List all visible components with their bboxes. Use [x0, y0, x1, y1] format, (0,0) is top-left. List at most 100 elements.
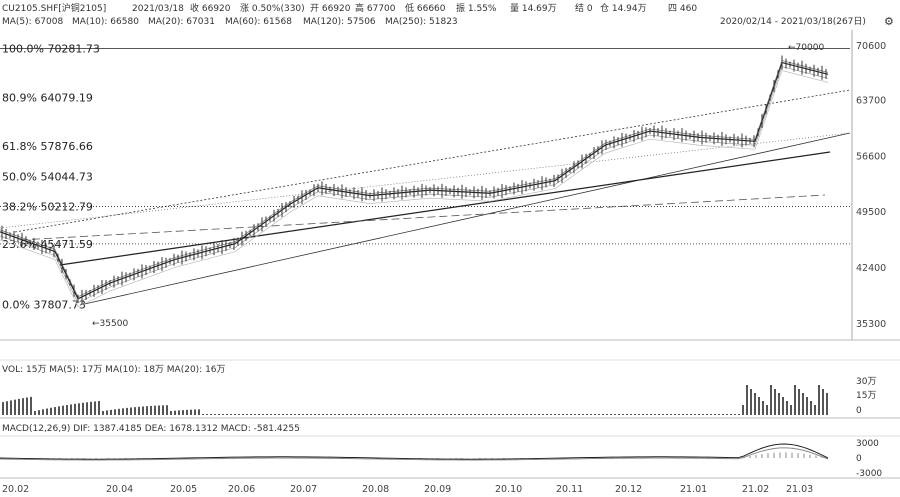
volume-bar [338, 414, 340, 415]
volume-bar [150, 405, 152, 415]
volume-bar [606, 414, 608, 415]
volume-bar [634, 414, 636, 415]
volume-bar [2, 402, 4, 415]
volume-bar [802, 393, 804, 415]
volume-bar [42, 409, 44, 415]
volume-bar [354, 414, 356, 415]
volume-bar [678, 414, 680, 415]
volume-bar [614, 414, 616, 415]
x-tick-label: 20.10 [495, 484, 522, 495]
volume-bar [6, 401, 8, 415]
volume-bar [58, 406, 60, 415]
volume-bar [522, 414, 524, 415]
volume-bar [322, 414, 324, 415]
header-date: 2021/03/18 [132, 4, 184, 14]
volume-bar [546, 414, 548, 415]
header-close: 收 66920 [190, 2, 231, 14]
volume-bar [54, 407, 56, 415]
volume-bar [222, 414, 224, 415]
x-tick-label: 20.12 [615, 484, 642, 495]
volume-bar [718, 414, 720, 415]
volume-bar [630, 414, 632, 415]
volume-bar [278, 414, 280, 415]
volume-bar [654, 414, 656, 415]
volume-bar [686, 414, 688, 415]
x-tick-label: 20.08 [362, 484, 389, 495]
volume-bar [274, 414, 276, 415]
x-axis: 20.02 20.04 20.05 20.06 20.07 20.08 20.09 20.10… [2, 484, 813, 495]
fib-level-label: 61.8% 57876.66 [2, 140, 93, 153]
volume-bar [438, 414, 440, 415]
volume-bar [722, 414, 724, 415]
volume-bar [734, 414, 736, 415]
macd-line [0, 447, 829, 461]
volume-bar [406, 414, 408, 415]
volume-bar [774, 389, 776, 415]
settings-icon[interactable]: ⚙ [884, 15, 894, 28]
volume-bar [394, 414, 396, 415]
x-tick-label: 20.04 [106, 484, 133, 495]
volume-bar [674, 414, 676, 415]
volume-bar [694, 414, 696, 415]
volume-bar [510, 414, 512, 415]
volume-bar [818, 385, 820, 415]
volume-bar [554, 414, 556, 415]
volume-bar [670, 414, 672, 415]
volume-bar [138, 406, 140, 415]
fib-level-label: 100.0% 70281.73 [2, 43, 100, 56]
y-tick-label: 49500 [856, 207, 886, 218]
volume-bar [458, 414, 460, 415]
ma10-label: MA(10): 66580 [72, 17, 139, 27]
volume-bar [154, 405, 156, 415]
volume-bar [74, 403, 76, 415]
volume-label: VOL: 15万 MA(5): 17万 MA(10): 18万 MA(20): … [2, 365, 226, 375]
volume-bar [14, 399, 16, 415]
volume-bar [530, 414, 532, 415]
volume-bar [202, 414, 204, 415]
volume-bar [762, 401, 764, 415]
header-change: 涨 0.50%(330) [240, 3, 305, 14]
volume-bar [70, 404, 72, 415]
volume-bar [162, 405, 164, 415]
trendlines [0, 89, 851, 306]
volume-bar [626, 414, 628, 415]
volume-bar [730, 414, 732, 415]
volume-bar [250, 414, 252, 415]
volume-bar [754, 393, 756, 415]
volume-bar [590, 414, 592, 415]
volume-bar [214, 414, 216, 415]
volume-bar [98, 401, 100, 415]
volume-bar [306, 414, 308, 415]
volume-bar [206, 414, 208, 415]
volume-bar [122, 408, 124, 415]
volume-bars [2, 385, 828, 415]
volume-bar [550, 414, 552, 415]
volume-bar [358, 414, 360, 415]
volume-bar [258, 414, 260, 415]
volume-bar [478, 414, 480, 415]
volume-bar [690, 414, 692, 415]
volume-bar [390, 414, 392, 415]
volume-bar [706, 414, 708, 415]
macd-line [0, 443, 829, 460]
ma20-label: MA(20): 67031 [148, 17, 215, 27]
x-tick-label: 20.07 [290, 484, 317, 495]
volume-bar [46, 408, 48, 415]
volume-bar [502, 414, 504, 415]
volume-bar [610, 414, 612, 415]
volume-bar [118, 408, 120, 415]
x-tick-label: 20.02 [2, 484, 29, 495]
volume-bar [186, 409, 188, 415]
volume-bar [402, 414, 404, 415]
volume-bar [746, 385, 748, 415]
volume-bar [218, 414, 220, 415]
volume-bar [298, 414, 300, 415]
macd-tick-neg: -3000 [856, 469, 882, 479]
volume-bar [466, 414, 468, 415]
volume-bar [362, 414, 364, 415]
volume-bar [806, 397, 808, 415]
macd-tick-pos: 3000 [856, 439, 879, 449]
volume-bar [442, 414, 444, 415]
volume-bar [538, 414, 540, 415]
